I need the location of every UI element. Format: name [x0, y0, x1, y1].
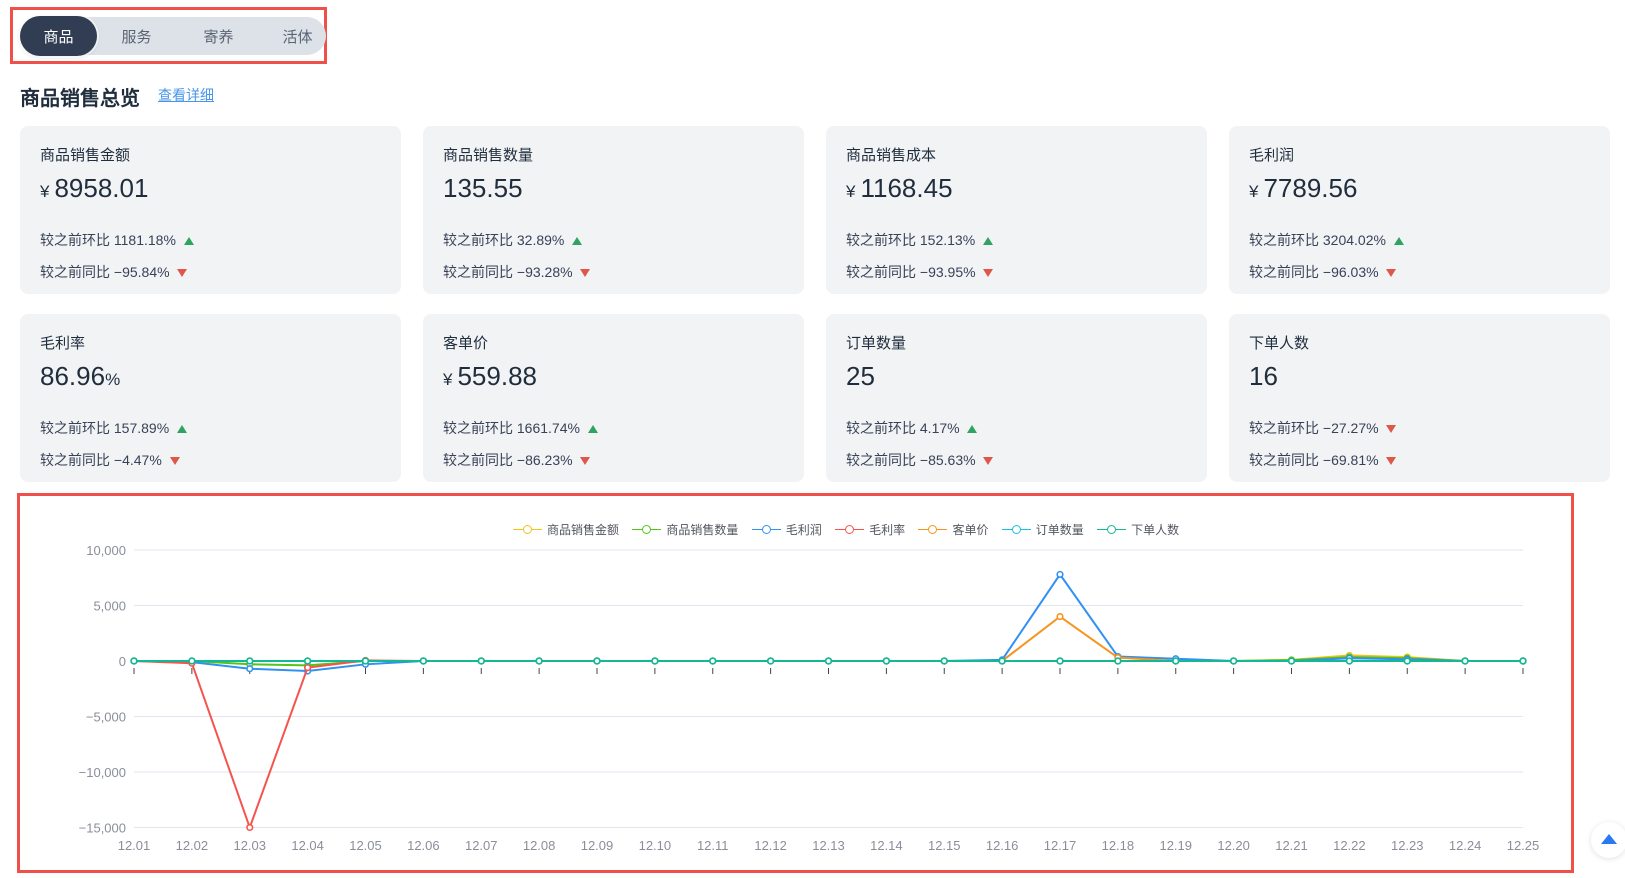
svg-text:12.23: 12.23	[1391, 838, 1424, 853]
svg-text:12.18: 12.18	[1102, 838, 1135, 853]
svg-text:12.20: 12.20	[1217, 838, 1250, 853]
svg-text:12.03: 12.03	[233, 838, 266, 853]
svg-text:5,000: 5,000	[93, 598, 126, 613]
svg-text:−5,000: −5,000	[86, 709, 126, 724]
svg-text:12.13: 12.13	[812, 838, 845, 853]
svg-text:12.14: 12.14	[870, 838, 903, 853]
svg-text:12.09: 12.09	[581, 838, 614, 853]
svg-text:12.07: 12.07	[465, 838, 498, 853]
svg-text:−10,000: −10,000	[79, 765, 126, 780]
svg-text:12.16: 12.16	[986, 838, 1019, 853]
svg-text:−15,000: −15,000	[79, 820, 126, 835]
svg-text:12.02: 12.02	[176, 838, 209, 853]
svg-text:12.21: 12.21	[1275, 838, 1308, 853]
svg-text:12.15: 12.15	[928, 838, 961, 853]
svg-text:12.04: 12.04	[291, 838, 324, 853]
svg-text:12.19: 12.19	[1159, 838, 1192, 853]
svg-text:12.11: 12.11	[697, 838, 729, 853]
svg-text:12.01: 12.01	[118, 838, 151, 853]
svg-text:12.12: 12.12	[754, 838, 787, 853]
svg-text:0: 0	[119, 654, 126, 669]
svg-text:12.10: 12.10	[639, 838, 672, 853]
svg-text:10,000: 10,000	[86, 543, 126, 558]
svg-text:12.08: 12.08	[523, 838, 556, 853]
svg-text:12.22: 12.22	[1333, 838, 1366, 853]
svg-text:12.05: 12.05	[349, 838, 382, 853]
svg-text:12.24: 12.24	[1449, 838, 1482, 853]
svg-text:12.25: 12.25	[1507, 838, 1540, 853]
svg-text:12.17: 12.17	[1044, 838, 1077, 853]
svg-text:12.06: 12.06	[407, 838, 440, 853]
